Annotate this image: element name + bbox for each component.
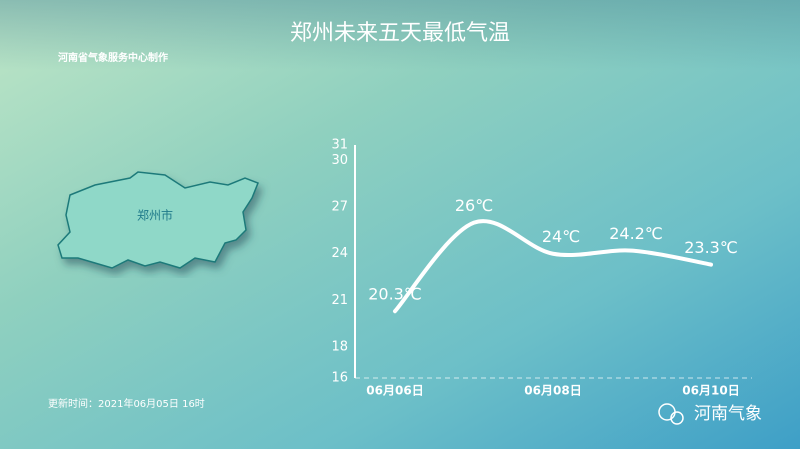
map-label: 郑州市	[137, 208, 173, 223]
update-time: 更新时间：2021年06月05日 16时	[48, 397, 205, 410]
wechat-icon	[670, 411, 684, 425]
y-tick-label: 21	[331, 293, 348, 308]
map-region	[57, 171, 259, 269]
chart-title: 郑州未来五天最低气温	[290, 21, 510, 46]
watermark-text: 河南气象	[694, 404, 762, 424]
subtitle: 河南省气象服务中心制作	[58, 51, 168, 64]
top-shade	[0, 0, 800, 70]
watermark: 河南气象	[658, 403, 762, 425]
y-tick-label: 27	[331, 200, 348, 215]
x-tick-label: 06月10日	[682, 384, 739, 398]
x-tick-label: 06月08日	[524, 384, 581, 398]
value-label: 24℃	[542, 227, 580, 246]
x-tick-label: 06月06日	[366, 384, 423, 398]
y-tick-label: 24	[331, 246, 348, 261]
value-label: 20.3℃	[368, 285, 422, 304]
temperature-line	[393, 219, 713, 314]
y-tick-label: 18	[331, 339, 348, 354]
value-label: 23.3℃	[684, 238, 738, 257]
value-label: 24.2℃	[609, 224, 663, 243]
y-tick-label: 30	[331, 153, 348, 168]
y-tick-label: 16	[331, 371, 348, 386]
value-label: 26℃	[455, 196, 493, 215]
y-tick-label: 31	[331, 138, 348, 153]
